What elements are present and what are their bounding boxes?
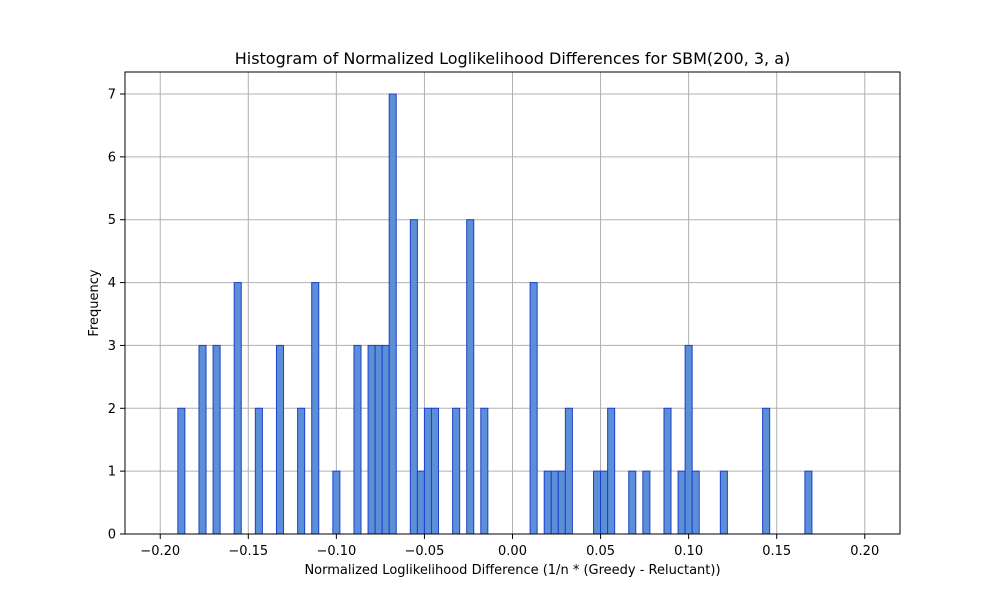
x-axis-label: Normalized Loglikelihood Difference (1/n… <box>304 563 720 578</box>
x-tick-label: −0.20 <box>140 544 180 559</box>
histogram-bar <box>353 344 362 535</box>
histogram-bar <box>719 470 728 535</box>
histogram-bar <box>557 470 566 535</box>
histogram-bar <box>628 470 637 535</box>
histogram-bar <box>607 407 616 535</box>
histogram-bar <box>416 470 425 535</box>
histogram-bar <box>374 344 383 535</box>
chart-title: Histogram of Normalized Loglikelihood Di… <box>235 49 791 68</box>
y-tick-label: 4 <box>108 276 116 291</box>
histogram-bar <box>409 219 418 535</box>
y-tick-label: 3 <box>108 339 116 354</box>
y-tick-label: 6 <box>108 150 116 165</box>
bar-layer <box>177 93 813 535</box>
x-tick-label: 0.00 <box>498 544 527 559</box>
histogram-bar <box>543 470 552 535</box>
histogram-bar <box>177 407 186 535</box>
histogram-bar <box>254 407 263 535</box>
x-axis-ticks: −0.20 −0.15 −0.10 −0.05 0.00 0.05 0.10 0.15 0.20 <box>140 534 879 559</box>
x-tick-label: −0.15 <box>228 544 268 559</box>
histogram-bar <box>297 407 306 535</box>
histogram-bar <box>804 470 813 535</box>
histogram-bar <box>677 470 686 535</box>
x-tick-label: 0.15 <box>762 544 791 559</box>
y-tick-label: 5 <box>108 213 116 228</box>
histogram-bar <box>423 407 432 535</box>
histogram-bar <box>198 344 207 535</box>
histogram-bar <box>388 93 397 535</box>
x-tick-label: −0.10 <box>316 544 356 559</box>
histogram-bar <box>233 282 242 535</box>
histogram-bar <box>550 470 559 535</box>
histogram-bar <box>367 344 376 535</box>
histogram-bar <box>212 344 221 535</box>
histogram-bar <box>663 407 672 535</box>
y-axis-label: Frequency <box>87 269 102 336</box>
histogram-bar <box>642 470 651 535</box>
histogram-bar <box>275 344 285 535</box>
histogram-bar <box>381 344 390 535</box>
histogram-bar <box>593 470 602 535</box>
x-tick-label: −0.05 <box>405 544 445 559</box>
histogram-bar <box>684 344 693 535</box>
histogram-bar <box>529 282 538 535</box>
histogram-bar <box>762 407 771 535</box>
histogram-bar <box>480 407 489 535</box>
histogram-bar <box>332 470 341 535</box>
y-tick-label: 0 <box>108 528 116 543</box>
x-tick-label: 0.05 <box>586 544 615 559</box>
y-tick-label: 2 <box>108 402 116 417</box>
histogram-bar <box>600 470 609 535</box>
histogram-bar <box>466 219 475 535</box>
histogram-bar <box>430 407 440 535</box>
histogram-bar <box>311 282 320 535</box>
y-axis-ticks: 0 1 2 3 4 5 6 7 <box>108 88 125 543</box>
histogram-bar <box>452 407 461 535</box>
y-tick-label: 1 <box>108 465 116 480</box>
y-tick-label: 7 <box>108 88 116 103</box>
x-tick-label: 0.10 <box>674 544 703 559</box>
histogram-bar <box>564 407 573 535</box>
grid-layer <box>125 72 900 535</box>
x-tick-label: 0.20 <box>850 544 879 559</box>
histogram-bar <box>691 470 700 535</box>
